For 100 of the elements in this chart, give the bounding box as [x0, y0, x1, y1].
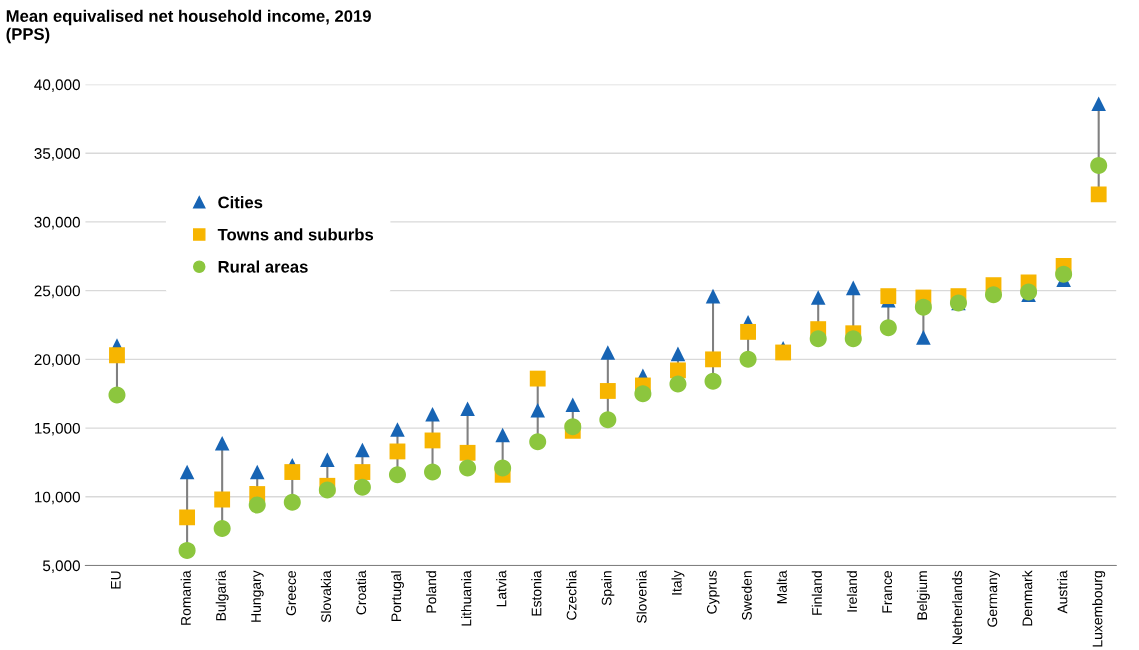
x-tick-label: Finland — [811, 571, 822, 615]
x-tick-label: Spain — [601, 571, 615, 606]
point — [459, 459, 477, 477]
point — [320, 452, 335, 467]
point — [530, 402, 545, 418]
point — [914, 298, 932, 316]
point — [1055, 265, 1073, 283]
x-tick-label: Estonia — [531, 570, 542, 616]
x-tick-label: Sweden — [741, 571, 752, 620]
point — [529, 433, 547, 451]
x-tick-label: Croatia — [355, 570, 367, 615]
point — [845, 280, 861, 296]
x-tick-label: Italy — [671, 570, 685, 595]
point — [425, 407, 440, 422]
y-tick-label: 20,000 — [34, 354, 80, 367]
x-tick-label: France — [882, 570, 893, 613]
point — [214, 435, 230, 451]
x-tick-label: Greece — [286, 570, 297, 616]
point — [740, 323, 756, 340]
point — [389, 443, 406, 460]
point — [388, 466, 406, 484]
chart-title: Mean equivalised net household income, 2019 (PPS) — [6, 9, 371, 44]
point — [354, 464, 371, 480]
x-tick-label: Ireland — [846, 571, 857, 612]
point — [179, 464, 195, 480]
legend-label: Cities — [218, 196, 263, 209]
point — [810, 290, 826, 305]
point — [600, 345, 616, 360]
x-tick-label: Romania — [180, 570, 191, 625]
point — [669, 375, 687, 393]
y-tick-label: 5,000 — [42, 560, 80, 573]
point — [775, 344, 792, 361]
x-tick-label: Malta — [776, 570, 787, 604]
point — [213, 519, 231, 537]
y-tick-label: 30,000 — [34, 216, 80, 230]
y-tick-label: 10,000 — [35, 491, 80, 505]
x-tick-label: Hungary — [251, 570, 264, 622]
y-tick-label: 25,000 — [34, 285, 80, 299]
legend-label: Towns and suburbs — [217, 228, 374, 241]
point — [459, 444, 476, 461]
point — [705, 351, 721, 368]
point — [495, 427, 510, 443]
point — [670, 362, 686, 379]
x-tick-label: Cyprus — [706, 570, 720, 614]
x-tick-label: Slovenia — [636, 570, 647, 623]
point — [109, 347, 125, 364]
point — [283, 493, 301, 511]
point — [179, 509, 196, 526]
x-tick-label: Netherlands — [951, 570, 963, 645]
point — [460, 401, 475, 417]
y-tick-label: 35,000 — [34, 148, 80, 161]
point — [1090, 157, 1108, 175]
point — [704, 372, 722, 390]
x-tick-label: Germany — [987, 570, 1000, 627]
point — [564, 418, 582, 436]
point — [353, 478, 371, 496]
point — [529, 370, 546, 387]
point — [565, 397, 581, 412]
point — [705, 288, 721, 304]
point — [108, 386, 126, 404]
y-tick-label: 40,000 — [34, 79, 80, 92]
x-tick-label: Bulgaria — [215, 570, 229, 621]
x-tick-label: Slovakia — [320, 570, 332, 623]
point — [809, 330, 827, 348]
point — [739, 350, 757, 368]
x-tick-label: Czechia — [566, 570, 577, 620]
x-tick-label: Denmark — [1022, 570, 1033, 626]
point — [670, 346, 686, 362]
x-tick-label: Austria — [1057, 570, 1068, 614]
x-tick-label: Lithuania — [461, 570, 472, 626]
x-tick-label: Belgium — [916, 571, 930, 620]
y-tick-label: 15,000 — [35, 422, 80, 436]
point — [494, 459, 512, 477]
point — [214, 491, 231, 508]
point — [390, 422, 405, 437]
point — [1020, 283, 1038, 301]
point — [248, 496, 266, 514]
point — [599, 383, 616, 399]
x-tick-label: Luxembourg — [1092, 571, 1106, 647]
x-tick-label: EU — [111, 571, 121, 589]
point — [880, 288, 897, 305]
x-tick-label: Portugal — [390, 571, 404, 621]
point — [249, 464, 265, 480]
point — [355, 442, 370, 458]
point — [985, 286, 1003, 304]
point — [634, 385, 652, 403]
point — [844, 330, 862, 348]
point — [1090, 186, 1107, 203]
point — [318, 481, 336, 499]
point — [424, 432, 441, 449]
point — [178, 541, 196, 559]
point — [284, 464, 301, 480]
point — [599, 411, 617, 429]
point — [879, 319, 897, 337]
point — [916, 330, 931, 345]
point — [1091, 96, 1106, 112]
legend-label: Rural areas — [218, 260, 308, 273]
x-tick-label: Latvia — [496, 570, 507, 607]
x-tick-label: Poland — [426, 571, 437, 613]
point — [424, 463, 442, 481]
